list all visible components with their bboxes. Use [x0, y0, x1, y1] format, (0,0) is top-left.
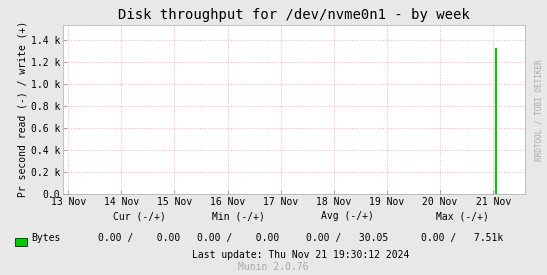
Text: 0.00 /   7.51k: 0.00 / 7.51k — [421, 233, 503, 243]
Text: Avg (-/+): Avg (-/+) — [321, 211, 374, 221]
Text: Munin 2.0.76: Munin 2.0.76 — [238, 262, 309, 272]
Y-axis label: Pr second read (-) / write (+): Pr second read (-) / write (+) — [18, 21, 28, 197]
Text: 0.00 /    0.00: 0.00 / 0.00 — [197, 233, 279, 243]
Text: 0.00 /    0.00: 0.00 / 0.00 — [98, 233, 181, 243]
Text: Cur (-/+): Cur (-/+) — [113, 211, 166, 221]
Text: 0.00 /   30.05: 0.00 / 30.05 — [306, 233, 388, 243]
Text: Last update: Thu Nov 21 19:30:12 2024: Last update: Thu Nov 21 19:30:12 2024 — [192, 250, 410, 260]
Text: Bytes: Bytes — [31, 233, 61, 243]
Text: Min (-/+): Min (-/+) — [212, 211, 264, 221]
Text: Max (-/+): Max (-/+) — [436, 211, 488, 221]
Title: Disk throughput for /dev/nvme0n1 - by week: Disk throughput for /dev/nvme0n1 - by we… — [118, 8, 470, 22]
Text: RRDTOOL / TOBI OETIKER: RRDTOOL / TOBI OETIKER — [534, 59, 543, 161]
